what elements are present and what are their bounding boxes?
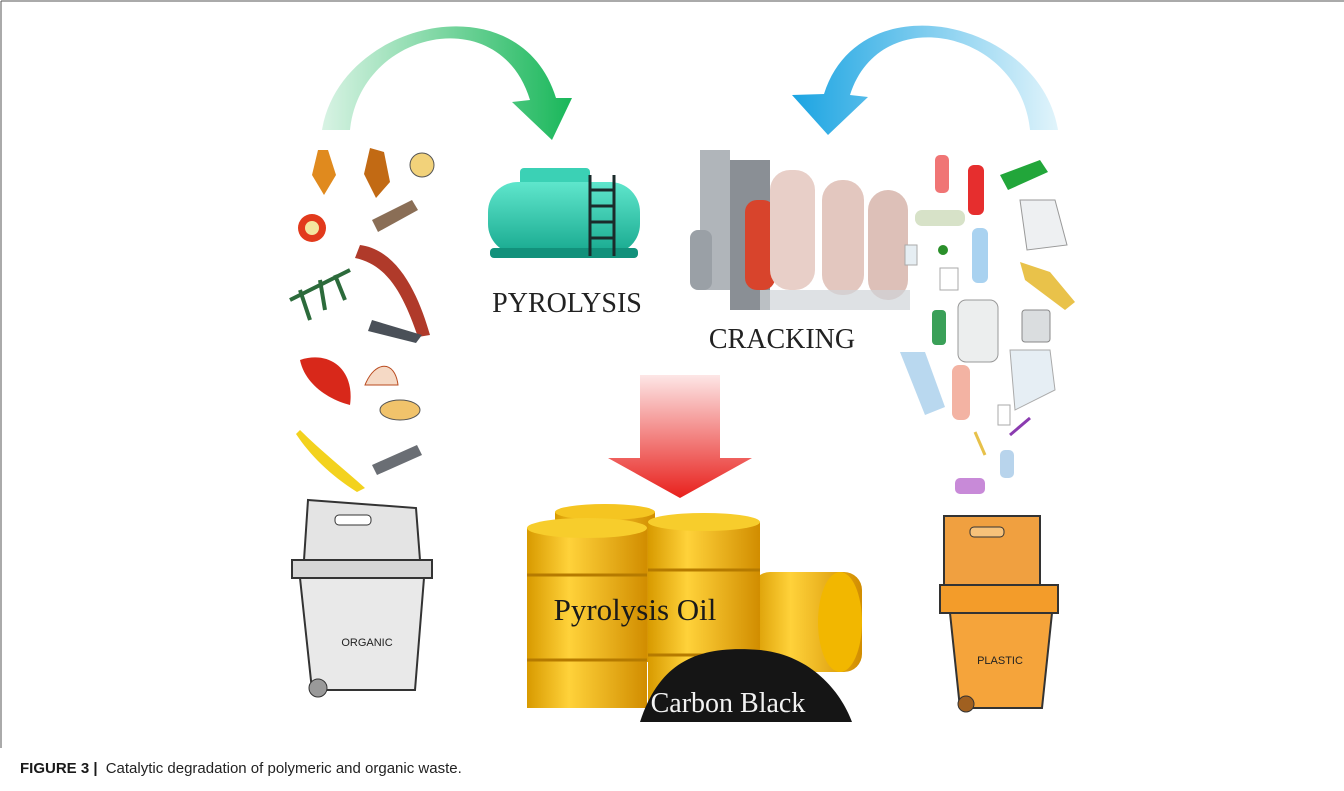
plastic-bin-label: PLASTIC bbox=[977, 655, 1023, 667]
organic-waste bbox=[290, 148, 434, 492]
blue-arrow bbox=[792, 26, 1058, 135]
green-arrow bbox=[322, 26, 572, 140]
plastic-bin bbox=[940, 516, 1058, 712]
pyrolysis-label: PYROLYSIS bbox=[492, 288, 642, 319]
organic-bin-label: ORGANIC bbox=[341, 637, 392, 649]
figure: PYROLYSIS CRACKING Pyrolysis Oil Carbon … bbox=[0, 0, 1344, 750]
caption: FIGURE 3 | Catalytic degradation of poly… bbox=[20, 760, 462, 777]
cracking-plant bbox=[690, 150, 910, 310]
carbon-black-label: Carbon Black bbox=[651, 688, 806, 719]
cracking-label: CRACKING bbox=[709, 324, 855, 355]
organic-bin bbox=[292, 500, 432, 697]
caption-text: Catalytic degradation of polymeric and o… bbox=[106, 760, 462, 777]
pyrolysis-tank bbox=[488, 168, 640, 258]
plastic-waste bbox=[900, 155, 1075, 494]
caption-label: FIGURE 3 | bbox=[20, 760, 98, 777]
pyrolysis-oil-label: Pyrolysis Oil bbox=[554, 592, 717, 627]
page: PYROLYSIS CRACKING Pyrolysis Oil Carbon … bbox=[0, 0, 1344, 791]
red-arrow bbox=[608, 375, 752, 498]
